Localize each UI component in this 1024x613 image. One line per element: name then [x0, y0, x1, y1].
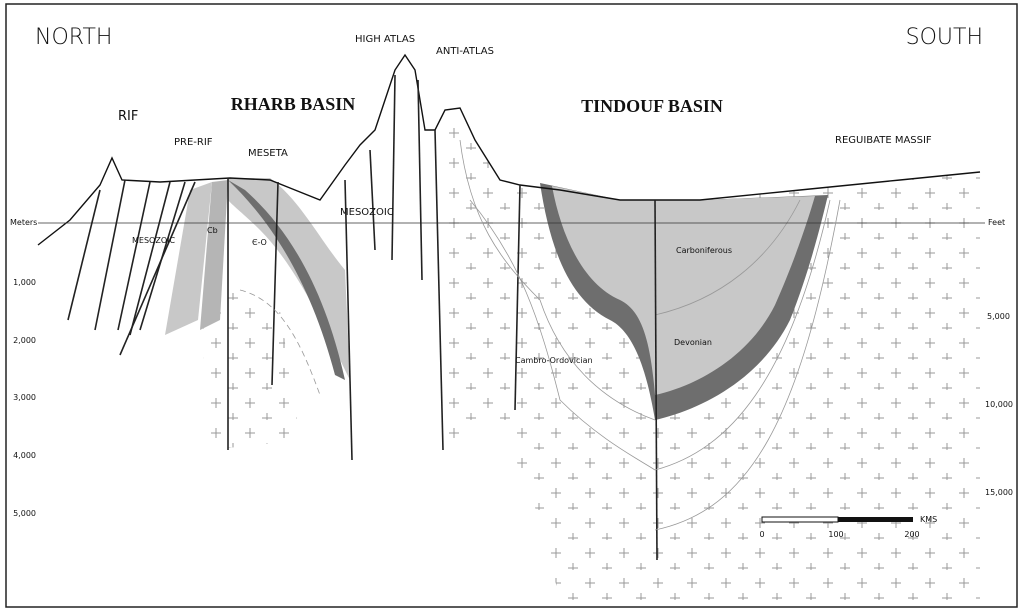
- cambro-ordovician: Cambro-Ordovician: [515, 356, 593, 365]
- reguibate-massif: REGUIBATE MASSIF: [835, 135, 932, 146]
- depth-label-feet: 5,000: [987, 312, 1010, 321]
- scale-label: 100: [828, 530, 843, 539]
- cambro-ordovician-short: Є-O: [252, 238, 267, 247]
- rif: RIF: [118, 109, 138, 124]
- devonian: Devonian: [674, 338, 712, 347]
- anti-atlas: ANTI-ATLAS: [436, 46, 494, 57]
- meters-title: Meters: [10, 218, 37, 227]
- south: SOUTH: [906, 25, 983, 50]
- depth-label-feet: 15,000: [985, 488, 1013, 497]
- feet-title: Feet: [988, 218, 1005, 227]
- mesozoic-rif: MESOZOIC: [132, 236, 175, 245]
- scale-label: 0: [759, 530, 764, 539]
- depth-label: 5,000: [13, 509, 36, 518]
- mesozoic: MESOZOIC: [340, 207, 394, 218]
- depth-label: 1,000: [13, 278, 36, 287]
- tindouf-basin: TINDOUF BASIN: [581, 96, 723, 116]
- high-atlas: HIGH ATLAS: [355, 34, 415, 45]
- scale-bar-white: [762, 517, 838, 522]
- scale-label: 200: [904, 530, 919, 539]
- depth-label: 2,000: [13, 336, 36, 345]
- north: NORTH: [35, 25, 112, 50]
- meseta: MESETA: [248, 148, 288, 159]
- cb: Cb: [207, 226, 218, 235]
- depth-label-feet: 10,000: [985, 400, 1013, 409]
- pre-rif: PRE-RIF: [174, 137, 213, 148]
- depth-label: 3,000: [13, 393, 36, 402]
- depth-label: 4,000: [13, 451, 36, 460]
- carboniferous: Carboniferous: [676, 246, 732, 255]
- cross-section: NORTH SOUTH RIF PRE-RIF RHARB BASIN MESE…: [0, 0, 1024, 613]
- scale-unit: KMS: [920, 515, 937, 524]
- scale-bar-black: [838, 517, 913, 522]
- rharb-basin: RHARB BASIN: [231, 94, 356, 114]
